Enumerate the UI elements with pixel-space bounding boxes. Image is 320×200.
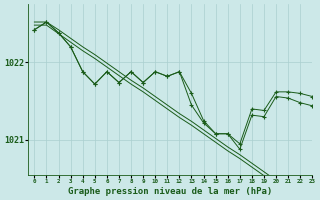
X-axis label: Graphe pression niveau de la mer (hPa): Graphe pression niveau de la mer (hPa) [68,187,272,196]
